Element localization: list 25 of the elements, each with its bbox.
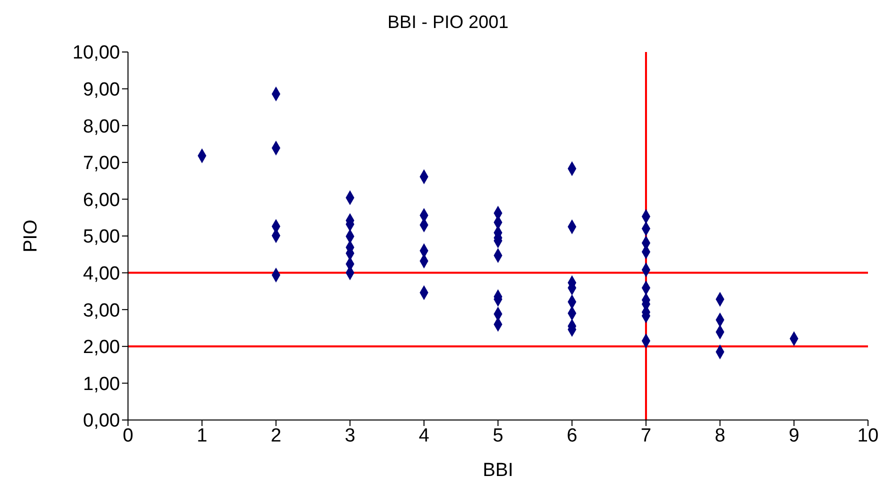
y-tick-label: 0,00 bbox=[83, 410, 120, 432]
x-tick-label: 6 bbox=[566, 425, 578, 446]
y-tick-label: 4,00 bbox=[83, 264, 120, 285]
y-tick-label: 3,00 bbox=[83, 300, 120, 322]
x-tick-label: 2 bbox=[270, 425, 282, 446]
x-tick-label: 8 bbox=[714, 425, 726, 446]
y-tick-label: 6,00 bbox=[83, 190, 120, 211]
y-tick-label: 7,00 bbox=[83, 153, 120, 174]
y-tick-label: 10,00 bbox=[72, 42, 120, 64]
x-tick-label: 9 bbox=[788, 425, 800, 446]
x-tick-label: 3 bbox=[344, 425, 356, 446]
x-tick-label: 7 bbox=[640, 425, 652, 446]
x-tick-label: 1 bbox=[196, 425, 208, 446]
x-tick-label: 0 bbox=[122, 425, 134, 446]
x-tick-label: 4 bbox=[418, 425, 430, 446]
chart-title: BBI - PIO 2001 bbox=[386, 11, 510, 34]
y-tick-label: 8,00 bbox=[83, 116, 120, 138]
y-tick-label: 1,00 bbox=[83, 374, 120, 395]
y-axis-title: PIO bbox=[20, 220, 42, 252]
x-tick-label: 5 bbox=[492, 425, 504, 446]
y-tick-label: 5,00 bbox=[83, 226, 120, 248]
y-tick-label: 9,00 bbox=[83, 80, 120, 101]
y-tick-label: 2,00 bbox=[83, 337, 120, 358]
x-tick-label: 10 bbox=[857, 425, 879, 446]
x-axis-title: BBI bbox=[482, 460, 514, 481]
